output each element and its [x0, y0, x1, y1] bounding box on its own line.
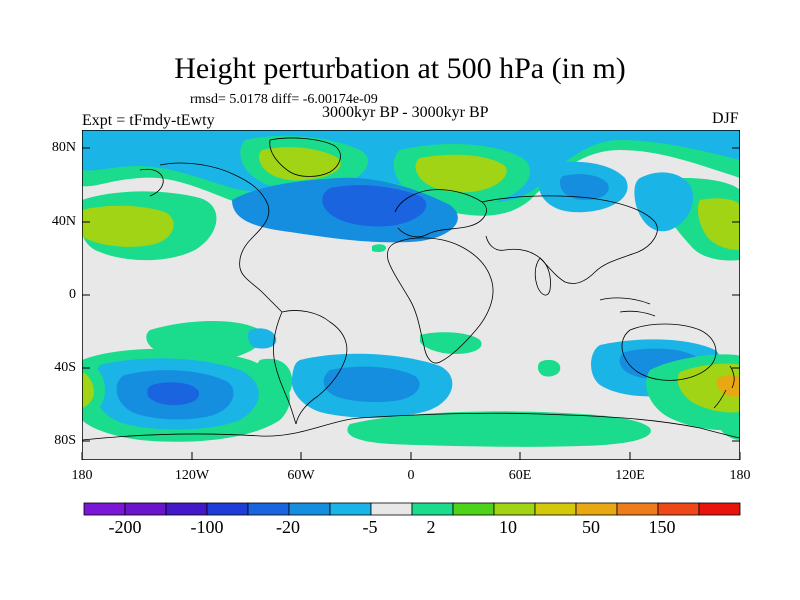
lat-label-0: 0	[69, 287, 76, 302]
lat-label-80n: 80N	[51, 140, 76, 155]
south-atlantic-midblue	[323, 366, 420, 403]
colorbar-swatch	[411, 502, 454, 516]
colorbar-swatch	[534, 502, 577, 516]
lon-label-180e: 180	[729, 468, 751, 483]
colorbar-swatch	[288, 502, 331, 516]
europe-coast	[394, 189, 487, 238]
colorbar-label-minus100: -100	[190, 517, 224, 537]
colorbar	[83, 502, 741, 516]
north-america-coast	[159, 162, 283, 313]
south-america-lightblue	[248, 328, 277, 349]
india-coast	[534, 257, 551, 296]
colorbar-swatch	[206, 502, 249, 516]
dateline-west-yellow	[82, 372, 94, 408]
coastlines	[82, 137, 740, 441]
south-america-west-coast	[273, 311, 297, 425]
colorbar-swatch	[124, 502, 167, 516]
antarctica-coast	[82, 412, 740, 441]
season-label: DJF	[712, 110, 739, 127]
colorbar-label-minus200: -200	[108, 517, 142, 537]
australia-coast	[621, 323, 717, 381]
colorbar-swatch	[616, 502, 659, 516]
south-atlantic-top-green	[420, 332, 482, 354]
lat-label-40n: 40N	[51, 214, 76, 229]
period-label: 3000kyr BP - 3000kyr BP	[322, 104, 489, 121]
indian-ocean-small-green	[537, 359, 561, 377]
rmsd-stats: rmsd= 5.0178 diff= -6.00174e-09	[190, 92, 378, 107]
lon-label-0: 0	[407, 468, 415, 483]
greenland-yellow	[259, 147, 341, 181]
antarctic-green-band	[347, 411, 651, 447]
atlantic-dark-blue	[322, 185, 427, 227]
africa-small-green	[372, 244, 386, 252]
south-pacific-darkblue	[147, 382, 200, 406]
colorbar-swatch	[493, 502, 536, 516]
colorbar-swatch	[83, 502, 126, 516]
new-zealand-yellow	[677, 363, 740, 413]
pacific-yellow-east	[697, 198, 740, 250]
indonesia-coast	[599, 297, 656, 317]
lon-label-120w: 120W	[174, 468, 210, 483]
siberia-yellow	[415, 154, 507, 193]
lat-label-40s: 40S	[54, 360, 76, 375]
colorbar-label-2: 2	[426, 517, 436, 537]
asia-coast	[481, 195, 658, 284]
colorbar-label-minus20: -20	[276, 517, 300, 537]
colorbar-label-minus5: -5	[362, 517, 378, 537]
siberia-midblue-core	[559, 174, 609, 200]
colorbar-swatch	[165, 502, 208, 516]
axis-ticks	[81, 147, 741, 460]
colorbar-swatch	[329, 502, 372, 516]
colorbar-swatch	[247, 502, 290, 516]
colorbar-label-50: 50	[582, 517, 600, 537]
africa-coast	[387, 237, 494, 364]
lat-label-80s: 80S	[54, 433, 76, 448]
colorbar-swatch	[657, 502, 700, 516]
colorbar-swatch	[575, 502, 618, 516]
east-edge-green	[720, 419, 740, 440]
greenland-coast	[269, 137, 341, 177]
colorbar-label-10: 10	[499, 517, 517, 537]
alaska-coast	[139, 168, 164, 197]
map-title: Height perturbation at 500 hPa (in m)	[174, 52, 626, 85]
colorbar-label-150: 150	[648, 517, 676, 537]
colorbar-swatch	[452, 502, 495, 516]
map-field	[82, 130, 740, 460]
lon-label-60e: 60E	[508, 468, 532, 483]
lon-label-120e: 120E	[615, 468, 645, 483]
south-america-green-south	[255, 358, 293, 401]
colorbar-swatch	[370, 502, 413, 516]
new-zealand-coast	[713, 365, 735, 409]
colorbar-swatch	[698, 502, 741, 516]
lon-label-180w: 180	[71, 468, 93, 483]
pacific-yellow-west	[82, 205, 174, 247]
experiment-label: Expt = tFmdy-tEwty	[82, 112, 215, 129]
lon-label-60w: 60W	[287, 468, 315, 483]
south-america-coast	[281, 310, 348, 425]
